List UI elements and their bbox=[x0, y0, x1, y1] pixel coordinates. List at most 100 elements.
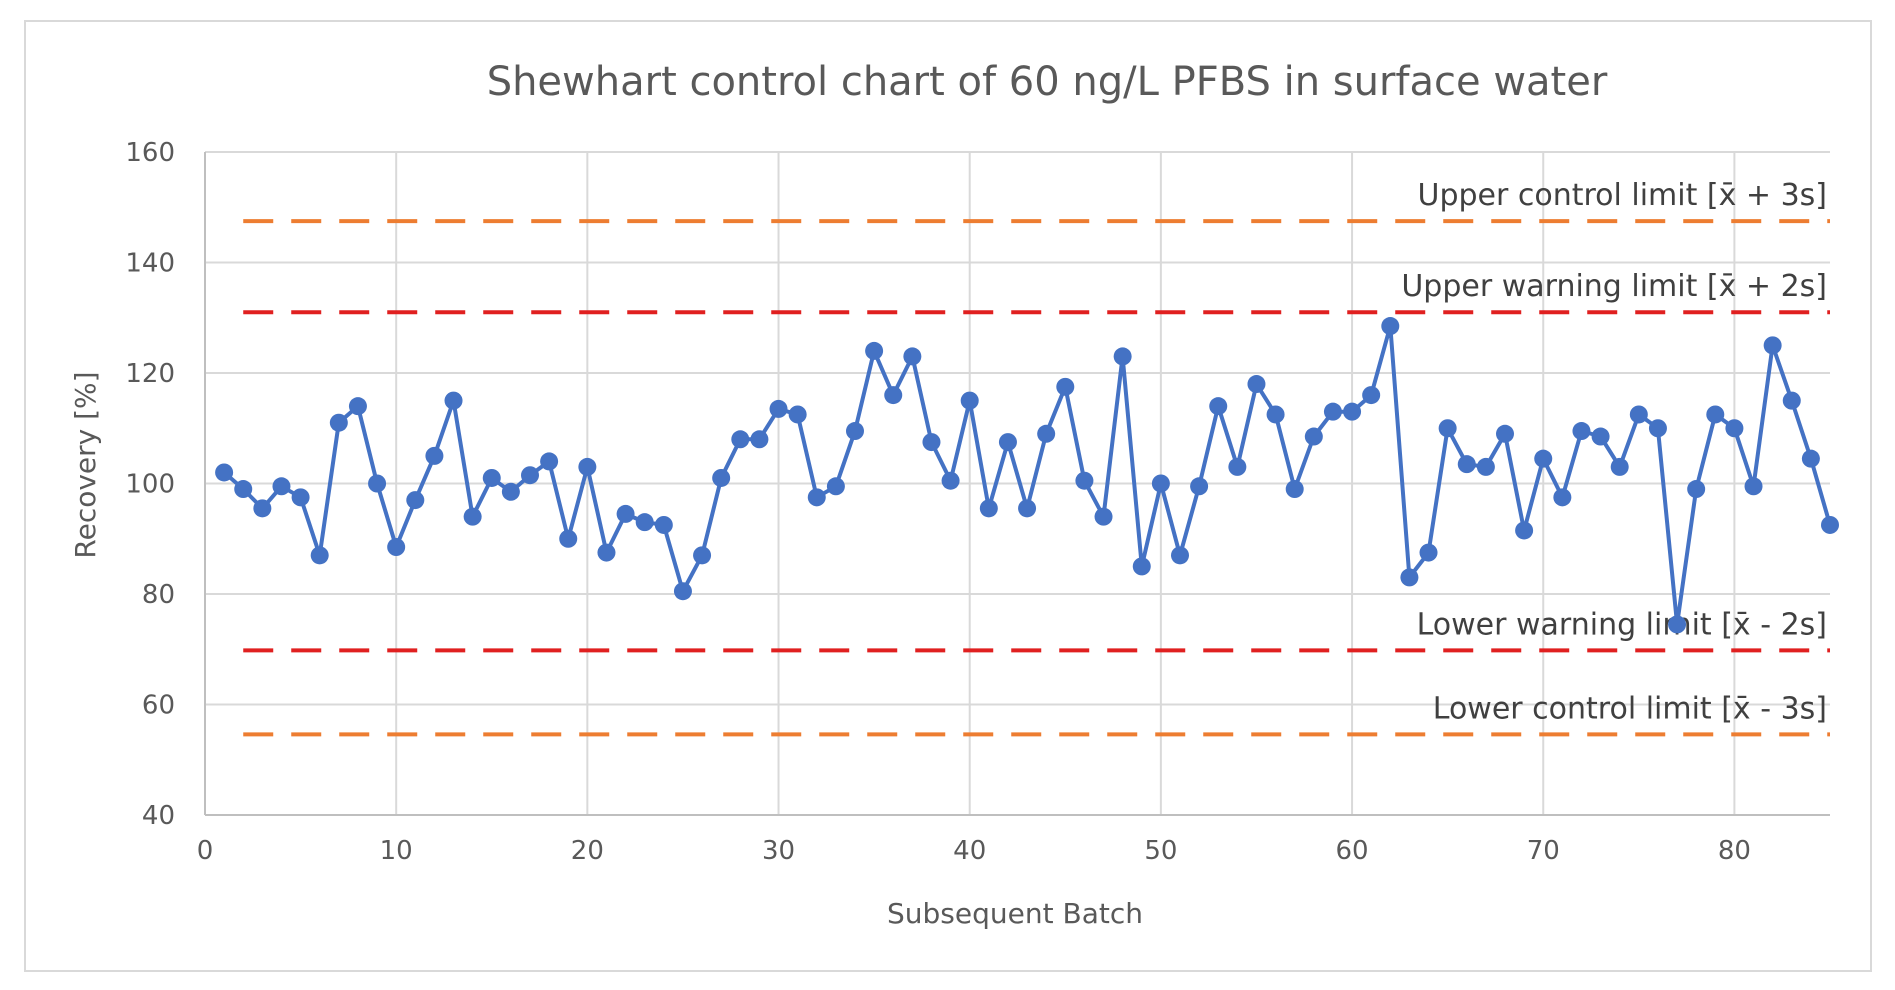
data-point bbox=[1763, 336, 1782, 355]
data-point bbox=[1056, 377, 1075, 396]
data-point bbox=[291, 488, 310, 507]
data-point bbox=[693, 546, 712, 565]
data-point bbox=[865, 341, 884, 360]
data-point bbox=[731, 430, 750, 449]
data-point bbox=[215, 463, 234, 482]
data-point bbox=[348, 397, 367, 416]
data-point bbox=[673, 582, 692, 601]
data-point bbox=[1113, 347, 1132, 366]
data-point bbox=[1132, 557, 1151, 576]
y-tick-label: 100 bbox=[125, 470, 175, 500]
series-layer bbox=[215, 317, 1839, 634]
data-point bbox=[1496, 424, 1514, 443]
data-point bbox=[654, 515, 673, 534]
data-point bbox=[1266, 405, 1285, 424]
data-point bbox=[1304, 427, 1323, 446]
y-tick-label: 60 bbox=[142, 691, 175, 721]
data-point bbox=[1457, 455, 1476, 474]
grid-layer bbox=[204, 151, 1830, 816]
data-point bbox=[1553, 488, 1572, 507]
data-point bbox=[329, 413, 348, 432]
data-point bbox=[521, 466, 539, 485]
data-point bbox=[616, 504, 635, 523]
data-point bbox=[807, 488, 826, 507]
data-point bbox=[1438, 419, 1457, 438]
data-point bbox=[1285, 480, 1304, 499]
data-point bbox=[635, 513, 654, 532]
data-point bbox=[444, 391, 463, 410]
data-point bbox=[1610, 457, 1629, 476]
data-point bbox=[1247, 375, 1266, 394]
limit-label: Upper warning limit [x̄ + 2s] bbox=[1401, 269, 1827, 304]
y-tick-label: 120 bbox=[125, 359, 175, 389]
data-point bbox=[826, 477, 845, 496]
y-tick-label: 140 bbox=[125, 249, 175, 279]
x-tick-label: 40 bbox=[953, 836, 986, 866]
data-point bbox=[1687, 480, 1706, 499]
data-point bbox=[482, 468, 501, 487]
x-tick-label: 50 bbox=[1144, 836, 1177, 866]
data-point bbox=[540, 452, 559, 471]
data-point bbox=[1075, 471, 1094, 490]
x-tick-label: 10 bbox=[380, 836, 413, 866]
limit-label: Lower warning limit [x̄ - 2s] bbox=[1417, 607, 1827, 642]
data-point bbox=[1037, 424, 1056, 443]
x-tick-label: 30 bbox=[762, 836, 795, 866]
data-point bbox=[1572, 422, 1591, 441]
data-point bbox=[559, 529, 578, 548]
data-point bbox=[1725, 419, 1744, 438]
data-point bbox=[1018, 499, 1037, 518]
data-point bbox=[1648, 419, 1667, 438]
y-tick-label: 40 bbox=[142, 801, 175, 831]
data-point bbox=[1629, 405, 1648, 424]
data-point bbox=[1171, 546, 1189, 565]
data-point bbox=[1362, 386, 1381, 405]
data-point bbox=[501, 482, 520, 501]
data-point bbox=[272, 477, 291, 496]
limit-label: Lower control limit [x̄ - 3s] bbox=[1433, 691, 1827, 726]
data-point bbox=[597, 543, 616, 562]
data-point bbox=[1323, 402, 1342, 421]
data-point bbox=[884, 386, 903, 405]
x-axis-title: Subsequent Batch bbox=[887, 897, 1143, 930]
data-point bbox=[253, 499, 272, 518]
series-line bbox=[222, 324, 1832, 627]
data-point bbox=[712, 468, 731, 487]
data-point bbox=[1343, 402, 1362, 421]
data-point bbox=[998, 433, 1017, 452]
data-point bbox=[406, 491, 425, 510]
data-point bbox=[1209, 397, 1228, 416]
data-point bbox=[368, 474, 387, 493]
ticks-layer: 40 60 80 100 120 140 160 0 10 20 30 40 50 60 70 80 bbox=[125, 138, 1751, 866]
y-tick-label: 80 bbox=[142, 580, 175, 610]
limits-layer: Upper control limit [x̄ + 3s] Upper warni… bbox=[243, 178, 1830, 737]
data-point bbox=[425, 446, 444, 465]
data-point bbox=[1534, 449, 1553, 468]
data-point bbox=[750, 430, 769, 449]
data-point bbox=[788, 405, 807, 424]
limit-label: Upper control limit [x̄ + 3s] bbox=[1417, 178, 1827, 213]
data-point bbox=[1668, 615, 1687, 634]
data-point bbox=[1400, 568, 1419, 587]
data-point bbox=[1228, 457, 1247, 476]
data-point bbox=[1706, 405, 1725, 424]
data-point bbox=[578, 457, 597, 476]
data-point bbox=[1419, 543, 1438, 562]
data-point bbox=[1821, 515, 1839, 534]
y-tick-label: 160 bbox=[125, 138, 175, 168]
data-point bbox=[1381, 317, 1400, 336]
data-point bbox=[387, 538, 406, 557]
x-tick-label: 80 bbox=[1718, 836, 1751, 866]
data-point bbox=[1476, 457, 1495, 476]
x-tick-label: 0 bbox=[197, 836, 214, 866]
chart-title: Shewhart control chart of 60 ng/L PFBS i… bbox=[487, 59, 1608, 105]
data-point bbox=[769, 399, 788, 418]
data-point bbox=[979, 499, 998, 518]
data-point bbox=[310, 546, 329, 565]
data-point bbox=[234, 480, 253, 499]
data-point bbox=[1782, 391, 1801, 410]
data-point bbox=[1151, 474, 1170, 493]
data-point bbox=[1515, 521, 1534, 540]
data-point bbox=[941, 471, 960, 490]
